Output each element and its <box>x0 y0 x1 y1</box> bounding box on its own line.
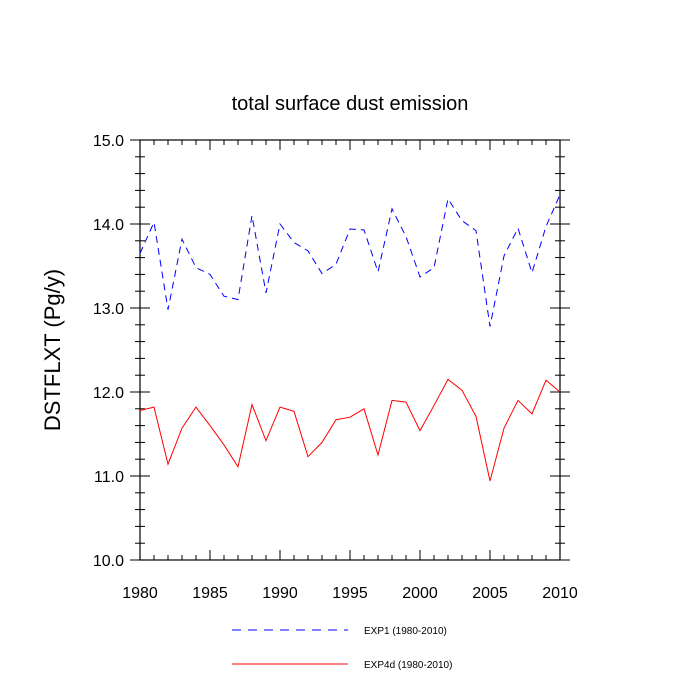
x-axis-ticks: 1980 1985 1990 1995 2000 2005 2010 <box>122 140 578 602</box>
series-lines <box>139 194 561 482</box>
legend-label-0: EXP1 (1980-2010) <box>364 626 447 637</box>
y-tick-label: 12.0 <box>93 385 124 402</box>
y-tick-label: 10.0 <box>93 553 124 570</box>
y-tick-label: 15.0 <box>93 133 124 150</box>
x-tick-label: 2005 <box>472 585 508 602</box>
y-tick-label: 14.0 <box>93 217 124 234</box>
x-tick-label: 1980 <box>122 585 158 602</box>
legend: EXP1 (1980-2010) EXP4d (1980-2010) <box>232 626 452 671</box>
x-tick-label: 2010 <box>542 585 578 602</box>
y-tick-label: 11.0 <box>94 469 124 486</box>
x-tick-label: 2000 <box>402 585 438 602</box>
series-line-0 <box>139 194 561 327</box>
x-tick-label: 1990 <box>262 585 298 602</box>
y-axis-ticks: 10.0 11.0 12.0 13.0 14.0 15.0 <box>93 133 570 570</box>
legend-label-1: EXP4d (1980-2010) <box>364 660 452 671</box>
series-line-1 <box>139 378 561 482</box>
y-tick-label: 13.0 <box>93 301 124 318</box>
x-tick-label: 1995 <box>332 585 368 602</box>
y-axis-label: DSTFLXT (Pg/y) <box>40 269 65 431</box>
plot-border <box>139 139 561 561</box>
x-tick-label: 1985 <box>192 585 228 602</box>
plot-frame <box>139 139 561 561</box>
chart-title: total surface dust emission <box>232 93 469 115</box>
